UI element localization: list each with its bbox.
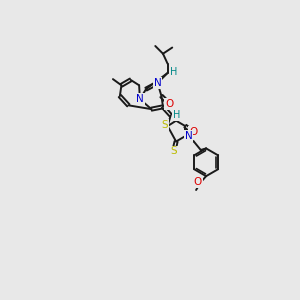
Text: H: H <box>170 67 178 77</box>
Text: O: O <box>189 127 197 137</box>
Text: N: N <box>154 78 161 88</box>
Text: N: N <box>184 131 192 141</box>
Text: S: S <box>161 120 168 130</box>
Text: O: O <box>194 177 202 187</box>
Text: N: N <box>136 94 144 104</box>
Text: H: H <box>173 110 181 120</box>
Text: S: S <box>170 146 177 157</box>
Text: O: O <box>165 99 173 109</box>
